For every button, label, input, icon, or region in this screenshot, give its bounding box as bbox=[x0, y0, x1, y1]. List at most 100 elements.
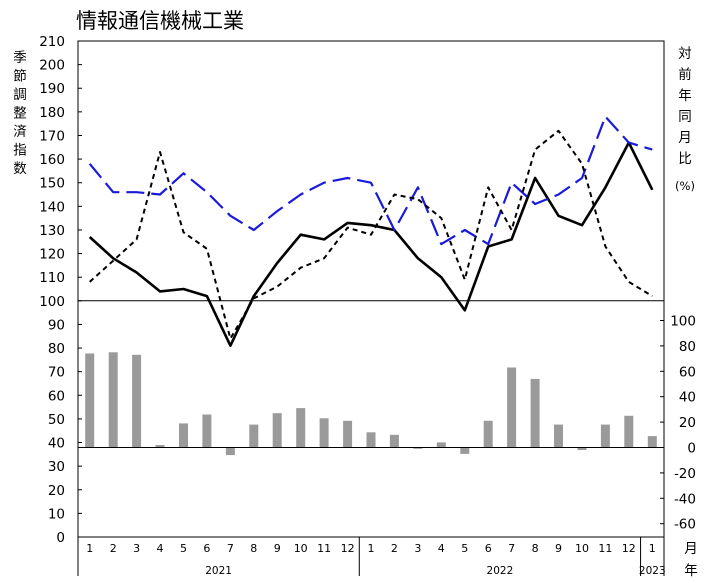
bar-2-13 bbox=[389, 434, 399, 448]
x-tick-label: 11 bbox=[598, 542, 612, 555]
right-axis-label-char: 同 bbox=[678, 109, 692, 125]
bar-8-7 bbox=[249, 424, 259, 448]
right-tick-label: 100 bbox=[670, 314, 696, 330]
left-axis-label-char: 季 bbox=[13, 50, 27, 66]
bar-5-16 bbox=[460, 447, 470, 454]
left-tick-label: 0 bbox=[56, 530, 65, 546]
left-tick-label: 190 bbox=[39, 81, 65, 97]
left-tick-label: 10 bbox=[48, 506, 65, 522]
right-axis-label-char: 対 bbox=[678, 46, 692, 62]
left-axis-label-char: 整 bbox=[13, 106, 27, 122]
left-tick-label: 80 bbox=[48, 341, 65, 357]
bar-9-20 bbox=[554, 424, 563, 448]
left-tick-label: 160 bbox=[39, 152, 65, 168]
left-tick-label: 140 bbox=[39, 199, 65, 215]
bar-10-9 bbox=[296, 408, 306, 448]
bar-5-4 bbox=[179, 423, 188, 448]
bar-8-19 bbox=[530, 378, 540, 448]
left-tick-label: 70 bbox=[48, 365, 65, 381]
bar-11-10 bbox=[319, 418, 329, 448]
bar-9-8 bbox=[272, 413, 282, 448]
right-tick-label: -20 bbox=[674, 466, 696, 482]
x-tick-label: 2 bbox=[391, 542, 398, 555]
right-axis-label-char: 比 bbox=[678, 151, 692, 167]
bar-7-18 bbox=[507, 367, 517, 448]
bar-10-21 bbox=[577, 447, 587, 450]
x-tick-label: 1 bbox=[86, 542, 93, 555]
x-tick-label: 10 bbox=[575, 542, 589, 555]
year-label-2022: 2022 bbox=[487, 565, 514, 577]
x-tick-label: 6 bbox=[485, 542, 492, 555]
x-tick-label: 1 bbox=[649, 542, 656, 555]
x-tick-label: 9 bbox=[555, 542, 562, 555]
x-tick-label: 3 bbox=[133, 542, 140, 555]
left-axis: 0 10 20 30 40 50 60 70 80 90 100 110 120 130 140 150 160… bbox=[39, 34, 82, 546]
right-axis: -60 -40 -20 0 20 40 60 80 100 bbox=[660, 314, 696, 533]
bar-1-0 bbox=[85, 353, 95, 448]
x-tick-label: 12 bbox=[622, 542, 636, 555]
series-line-short-dash bbox=[89, 129, 653, 340]
plot-border bbox=[77, 40, 665, 538]
x-tick-label: 4 bbox=[438, 542, 445, 555]
left-tick-label: 120 bbox=[39, 247, 65, 263]
bar-2-1 bbox=[108, 352, 118, 448]
x-tick-label: 3 bbox=[414, 542, 421, 555]
x-tick-label: 8 bbox=[250, 542, 257, 555]
left-tick-label: 200 bbox=[39, 58, 65, 74]
left-tick-label: 90 bbox=[48, 317, 65, 333]
right-axis-label-char: 月 bbox=[678, 130, 692, 146]
right-tick-label: 20 bbox=[679, 415, 696, 431]
plot-frame bbox=[77, 40, 665, 538]
series-line-solid bbox=[88, 141, 654, 348]
right-axis-label-char: 前 bbox=[678, 66, 692, 83]
left-tick-label: 180 bbox=[39, 105, 65, 121]
left-tick-label: 20 bbox=[48, 483, 65, 499]
bar-1-12 bbox=[366, 432, 376, 448]
x-unit-year: 年 bbox=[684, 563, 698, 579]
x-tick-label: 8 bbox=[532, 542, 539, 555]
x-tick-label: 2 bbox=[110, 542, 117, 555]
left-axis-label-char: 数 bbox=[13, 161, 27, 177]
bar-6-5 bbox=[202, 414, 212, 448]
left-axis-label-char: 指 bbox=[13, 143, 27, 159]
year-label-2021: 2021 bbox=[205, 565, 232, 577]
right-axis-label-char: 年 bbox=[678, 88, 692, 104]
left-tick-label: 30 bbox=[48, 459, 65, 475]
bar-4-3 bbox=[155, 445, 165, 448]
series-line-long-dash bbox=[88, 115, 653, 246]
bar-12-23 bbox=[624, 415, 634, 448]
right-tick-label: 80 bbox=[679, 339, 696, 355]
x-tick-label: 10 bbox=[294, 542, 308, 555]
x-tick-label: 6 bbox=[203, 542, 210, 555]
chart-title: 情報通信機械工業 bbox=[76, 9, 244, 33]
x-tick-label: 5 bbox=[180, 542, 187, 555]
bar-3-14 bbox=[413, 447, 423, 449]
x-tick-label: 1 bbox=[368, 542, 375, 555]
bar-series bbox=[85, 352, 657, 456]
bar-7-6 bbox=[225, 447, 235, 456]
bar-6-17 bbox=[483, 420, 493, 448]
left-axis-label-char: 済 bbox=[13, 124, 27, 140]
x-tick-label: 9 bbox=[274, 542, 281, 555]
left-tick-label: 50 bbox=[48, 412, 65, 428]
line-series-group bbox=[88, 115, 654, 348]
right-tick-label: -60 bbox=[674, 517, 696, 533]
left-tick-label: 100 bbox=[39, 294, 65, 310]
x-unit-month: 月 bbox=[684, 541, 698, 557]
left-tick-label: 130 bbox=[39, 223, 65, 239]
bar-3-2 bbox=[132, 354, 142, 448]
left-tick-label: 150 bbox=[39, 176, 65, 192]
right-tick-label: 0 bbox=[687, 441, 696, 457]
x-tick-label: 4 bbox=[157, 542, 164, 555]
year-label-2023: 2023 bbox=[639, 565, 666, 577]
left-tick-label: 60 bbox=[48, 388, 65, 404]
bar-1-24 bbox=[647, 436, 657, 448]
x-tick-label: 7 bbox=[227, 542, 234, 555]
x-tick-label: 7 bbox=[508, 542, 515, 555]
right-tick-label: 40 bbox=[679, 390, 696, 406]
bar-4-15 bbox=[436, 442, 446, 448]
left-tick-label: 210 bbox=[39, 34, 65, 50]
